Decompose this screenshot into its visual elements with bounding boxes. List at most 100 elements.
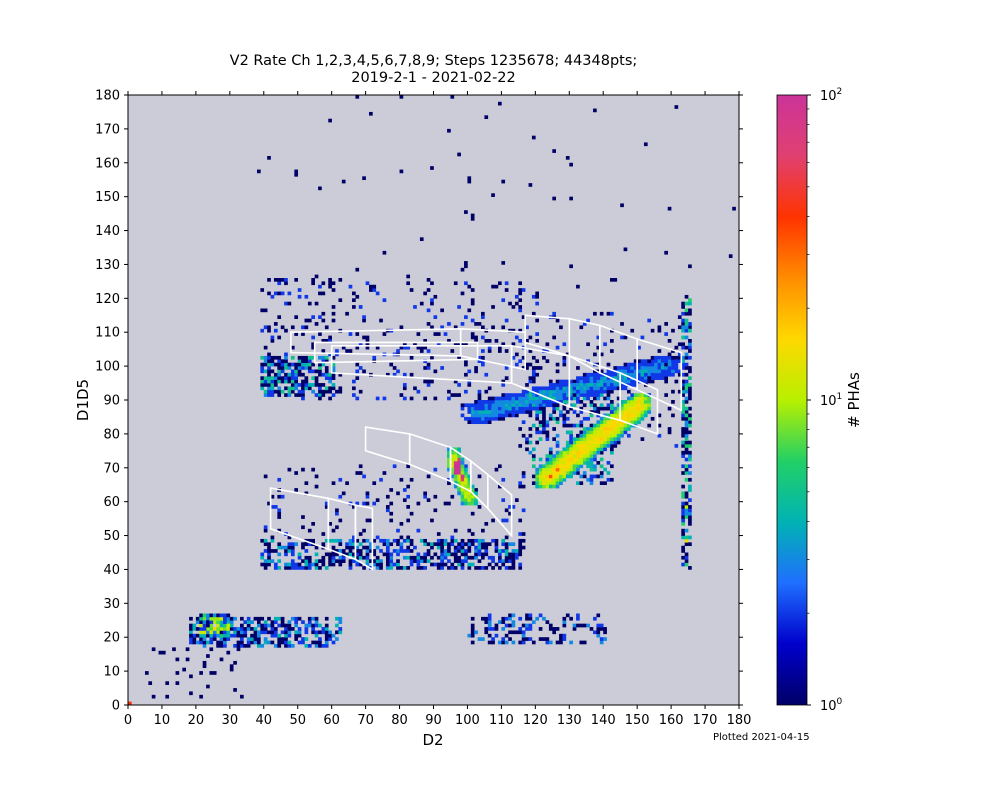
heatmap-cell — [467, 566, 472, 570]
heatmap-cell — [304, 294, 309, 299]
heatmap-cell — [654, 359, 658, 364]
heatmap-cell — [630, 396, 635, 401]
heatmap-cell — [640, 335, 645, 340]
heatmap-cell — [314, 633, 319, 638]
heatmap-cell — [643, 400, 648, 404]
heatmap-cell — [457, 491, 461, 496]
heatmap-cell — [548, 464, 553, 469]
heatmap-cell — [630, 328, 635, 333]
heatmap-cell — [565, 400, 570, 404]
heatmap-cell — [457, 355, 461, 360]
heatmap-cell — [328, 284, 332, 289]
heatmap-cell — [331, 393, 336, 397]
heatmap-cell — [372, 559, 377, 563]
heatmap-cell — [688, 322, 692, 326]
heatmap-cell — [565, 450, 570, 455]
heatmap-cell — [518, 630, 523, 635]
heatmap-cell — [457, 454, 461, 458]
heatmap-cell — [362, 474, 366, 479]
heatmap-cell — [263, 549, 268, 553]
heatmap-cell — [494, 284, 499, 289]
heatmap-cell — [189, 630, 193, 635]
heatmap-cell — [599, 406, 604, 411]
heatmap-cell — [548, 450, 553, 455]
heatmap-cell — [576, 400, 580, 404]
heatmap-cell — [447, 566, 451, 570]
heatmap-cell — [576, 413, 580, 418]
heatmap-cell — [654, 376, 658, 380]
heatmap-cell — [457, 464, 461, 469]
heatmap-cell — [460, 494, 465, 499]
heatmap-cell — [626, 400, 631, 404]
heatmap-cell — [389, 552, 394, 557]
heatmap-cell — [260, 552, 265, 557]
heatmap-cell — [385, 494, 390, 499]
heatmap-cell — [416, 559, 421, 563]
heatmap-cell — [626, 369, 631, 374]
heatmap-cell — [477, 400, 482, 404]
heatmap-cell — [409, 542, 414, 547]
heatmap-cell — [460, 562, 465, 567]
heatmap-cell — [572, 447, 577, 452]
heatmap-cell — [484, 630, 489, 635]
heatmap-cell — [569, 471, 573, 475]
heatmap-cell — [657, 369, 662, 374]
heatmap-cell — [297, 372, 302, 377]
heatmap-cell — [307, 301, 312, 306]
heatmap-cell — [314, 623, 319, 628]
heatmap-cell — [477, 413, 482, 418]
heatmap-cell — [355, 376, 360, 380]
heatmap-cell — [576, 457, 580, 462]
heatmap-cell — [654, 366, 658, 370]
heatmap-cell — [481, 616, 485, 621]
heatmap-cell — [640, 379, 645, 384]
heatmap-cell — [375, 291, 380, 296]
heatmap-cell — [559, 383, 563, 387]
y-tick-label: 170 — [95, 122, 120, 137]
heatmap-cell — [633, 403, 638, 408]
heatmap-cell — [260, 308, 265, 313]
heatmap-cell — [297, 616, 302, 621]
heatmap-cell — [565, 383, 570, 387]
heatmap-cell — [637, 366, 641, 370]
heatmap-cell — [314, 484, 319, 489]
heatmap-cell — [477, 474, 482, 479]
heatmap-cell — [589, 423, 594, 428]
heatmap-cell — [311, 630, 315, 635]
heatmap-cell — [467, 410, 472, 414]
heatmap-cell — [569, 162, 573, 167]
heatmap-cell — [606, 406, 611, 411]
heatmap-cell — [664, 250, 669, 255]
heatmap-cell — [565, 464, 570, 469]
heatmap-cell — [301, 362, 305, 367]
heatmap-cell — [202, 664, 207, 669]
heatmap-cell — [518, 484, 523, 489]
heatmap-cell — [416, 555, 421, 560]
heatmap-cell — [199, 671, 203, 675]
heatmap-cell — [484, 552, 489, 557]
heatmap-cell — [212, 637, 217, 641]
heatmap-cell — [311, 278, 315, 282]
heatmap-cell — [345, 545, 349, 550]
heatmap-cell — [688, 420, 692, 425]
heatmap-cell — [223, 640, 227, 645]
heatmap-cell — [392, 562, 397, 567]
heatmap-cell — [650, 376, 655, 380]
heatmap-cell — [280, 291, 285, 296]
heatmap-cell — [542, 637, 546, 641]
heatmap-cell — [287, 640, 292, 645]
heatmap-cell — [528, 335, 533, 340]
heatmap-cell — [684, 416, 689, 421]
heatmap-cell — [352, 393, 356, 397]
heatmap-cell — [491, 637, 495, 641]
heatmap-cell — [331, 305, 336, 309]
heatmap-cell — [542, 403, 546, 408]
heatmap-cell — [467, 474, 472, 479]
heatmap-cell — [453, 555, 458, 560]
heatmap-cell — [290, 627, 295, 631]
heatmap-cell — [280, 278, 285, 282]
heatmap-cell — [447, 396, 451, 401]
heatmap-cell — [647, 369, 652, 374]
heatmap-cell — [518, 298, 523, 303]
heatmap-cell — [216, 644, 220, 648]
